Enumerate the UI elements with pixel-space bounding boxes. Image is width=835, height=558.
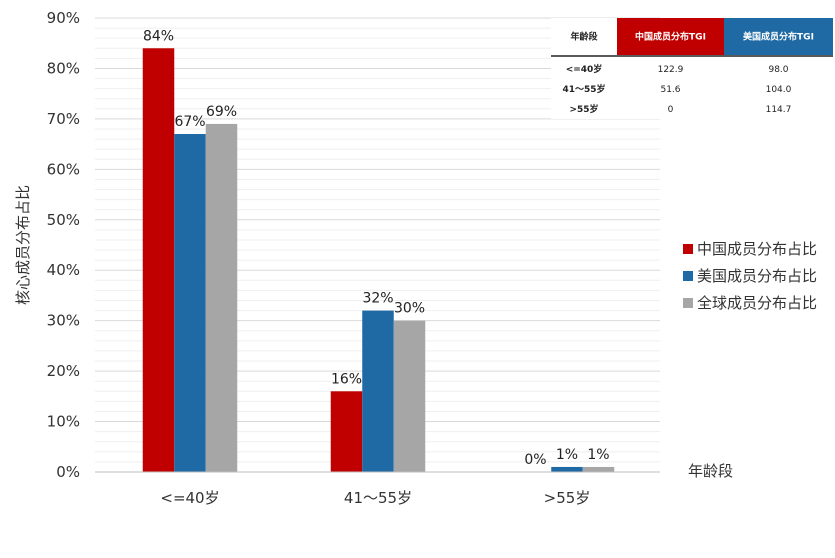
bar [142,48,175,473]
y-tick-label: 60% [47,160,80,178]
tgi-cell: >55岁 [569,103,598,115]
bar-value-label: 32% [362,291,393,307]
legend-swatch [683,298,693,308]
bar-value-label: 0% [524,452,546,468]
legend-label: 美国成员分布占比 [697,267,817,285]
bar [393,320,426,472]
bar-value-label: 1% [556,447,578,463]
bar-value-label: 1% [587,447,609,463]
tgi-table: 年龄段 中国成员分布TGI 美国成员分布TGI <=40岁 122.9 98.0 41～55… [551,18,833,119]
legend-label: 中国成员分布占比 [697,240,817,258]
bar-value-label: 69% [206,104,237,120]
data-labels: 84% 67%69% 16% 32%30% 0% 1% 1% [143,28,610,468]
x-axis-title: 年龄段 [688,462,733,480]
x-axis-categories: <=40岁 41～55岁 >55岁 [160,489,590,507]
tgi-header-label: 中国成员分布TGI [635,31,706,43]
tgi-header-label: 美国成员分布TGI [743,31,814,43]
bar-value-label: 16% [331,371,362,387]
tgi-cell: 114.7 [766,105,792,115]
x-category-label: <=40岁 [160,489,219,507]
tgi-cell: 104.0 [766,85,792,95]
bar [362,310,394,472]
tgi-header-cell [724,18,833,55]
tgi-header-label: 年龄段 [570,31,598,43]
tgi-cell: 122.9 [658,65,684,75]
tgi-header-cell [617,18,724,55]
y-tick-label: 80% [47,59,80,77]
y-tick-label: 40% [47,261,80,279]
y-tick-label: 30% [47,312,80,330]
y-tick-label: 20% [47,362,80,380]
x-category-label: >55岁 [544,489,591,507]
bar [582,466,615,472]
legend-label: 全球成员分布占比 [697,294,817,312]
tgi-cell: <=40岁 [566,63,603,75]
x-category-label: 41～55岁 [344,489,412,507]
bar [174,134,206,472]
y-axis-ticks: 0% 10% 20% 30% 40% 50% 60% 70% 80% 90% [47,9,80,481]
y-tick-label: 0% [56,463,80,481]
bar-value-label: 30% [394,301,425,317]
bar-value-label: 67% [174,114,205,130]
y-tick-label: 70% [47,110,80,128]
tgi-cell: 41～55岁 [562,83,605,95]
tgi-header-cell [551,18,617,55]
bars [142,48,615,473]
y-tick-label: 50% [47,211,80,229]
bar [551,466,583,472]
bar [330,391,363,472]
y-tick-label: 90% [47,9,80,27]
legend-swatch [683,244,693,254]
y-tick-label: 10% [47,413,80,431]
legend-swatch [683,271,693,281]
tgi-cell: 51.6 [660,85,680,95]
tgi-cell: 0 [668,105,674,115]
tgi-cell: 98.0 [768,65,788,75]
bar-value-label: 84% [143,28,174,44]
y-axis-title: 核心成员分布占比 [14,185,32,305]
bar [205,123,238,472]
